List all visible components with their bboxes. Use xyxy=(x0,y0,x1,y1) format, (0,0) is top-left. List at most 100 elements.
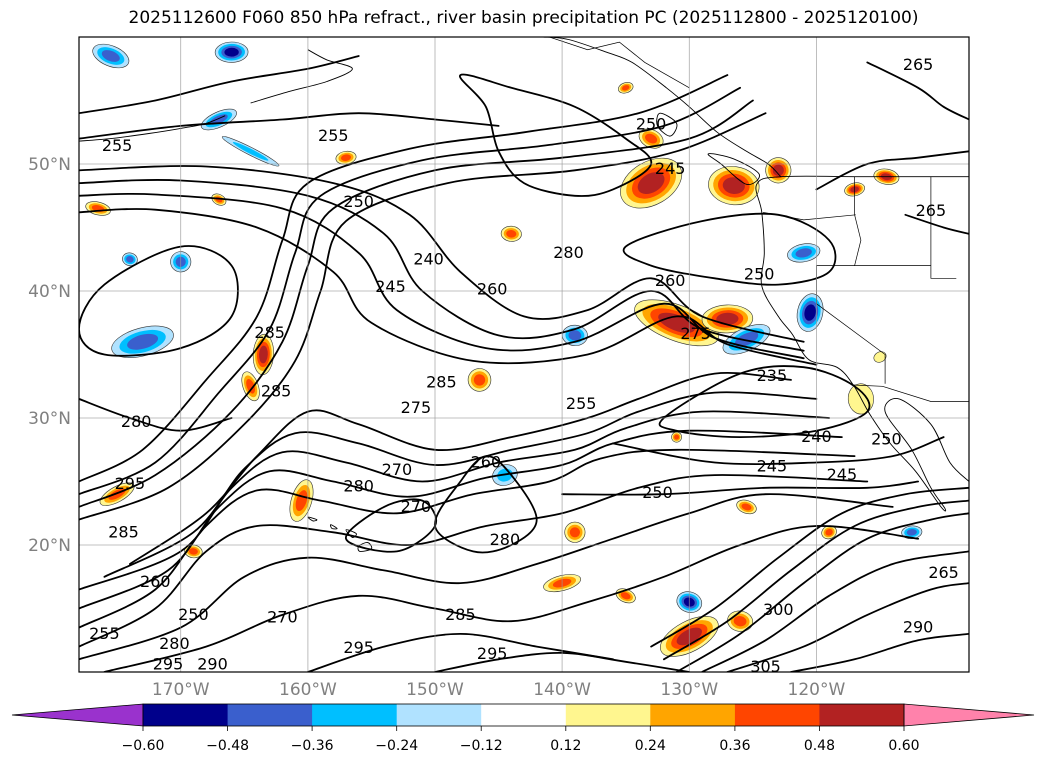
contour-line xyxy=(103,525,919,672)
contour-label: 240 xyxy=(413,249,444,268)
colorbar-segment xyxy=(312,704,398,726)
contour-label: 280 xyxy=(343,477,374,496)
colorbar-tick-label: 0.24 xyxy=(635,738,666,754)
precip-level-shape xyxy=(873,351,887,363)
precip-anomaly-blob xyxy=(821,525,837,540)
colorbar-segment xyxy=(227,704,313,726)
contour-label: 300 xyxy=(763,600,794,619)
precip-level-shape xyxy=(722,177,745,194)
precip-level-shape xyxy=(258,345,268,364)
coastline xyxy=(250,49,353,104)
precip-level-shape xyxy=(620,592,631,600)
contour-label: 260 xyxy=(471,453,502,472)
contour-line xyxy=(307,633,614,672)
latitude-tick-label: 20°N xyxy=(28,536,71,556)
contour-label: 245 xyxy=(827,465,858,484)
contour-label: 285 xyxy=(426,372,457,391)
precip-anomaly-blob xyxy=(214,41,249,63)
precip-anomaly-blob xyxy=(708,166,760,206)
map-title: 2025112600 F060 850 hPa refract., river … xyxy=(128,8,919,28)
colorbar-extend-high xyxy=(903,703,1035,727)
contour-line xyxy=(79,245,239,357)
colorbar: −0.60 −0.48 −0.36 −0.24 −0.12 0.12 0.24 0.36 0.4… xyxy=(11,703,1035,754)
colorbar-segment xyxy=(565,704,651,726)
precip-level-shape xyxy=(733,616,747,627)
contour-label: 305 xyxy=(750,657,781,676)
precip-anomaly-blob xyxy=(500,225,522,242)
contour-line xyxy=(79,112,767,521)
contour-label: 250 xyxy=(178,605,209,624)
contour-label: 285 xyxy=(108,522,139,541)
precip-level-shape xyxy=(569,527,581,538)
precip-level-shape xyxy=(674,434,680,440)
contour-label: 250 xyxy=(642,483,673,502)
colorbar-tick-label: 0.36 xyxy=(719,738,750,754)
longitude-tick-label: 150°W xyxy=(406,680,464,700)
contour-line xyxy=(79,192,805,360)
axis-tick-labels: 170°W 160°W 150°W 140°W 130°W 120°W 50°N 40°N 30… xyxy=(28,155,845,700)
latitude-tick-label: 40°N xyxy=(28,282,71,302)
colorbar-tick-label: −0.24 xyxy=(375,738,418,754)
precip-level-shape xyxy=(825,529,833,536)
precip-anomaly-blob xyxy=(671,431,683,443)
precip-level-shape xyxy=(741,503,752,511)
coastline xyxy=(79,115,226,142)
precip-level-shape xyxy=(473,374,486,386)
precip-level-shape xyxy=(637,172,665,195)
colorbar-segment xyxy=(481,704,567,726)
latitude-tick-label: 30°N xyxy=(28,409,71,429)
coastline xyxy=(755,175,969,512)
precip-anomaly-blob xyxy=(638,128,664,149)
colorbar-tick-label: −0.12 xyxy=(460,738,503,754)
contour-label: 260 xyxy=(477,280,508,299)
contour-label: 290 xyxy=(197,654,228,673)
contour-label: 265 xyxy=(928,563,959,582)
contour-line xyxy=(79,179,805,352)
precip-level-shape xyxy=(101,50,120,62)
precip-anomaly-blob xyxy=(241,371,260,402)
coastline xyxy=(543,37,782,178)
precip-level-shape xyxy=(734,331,759,347)
contour-label: 270 xyxy=(401,497,432,516)
precip-anomaly-blob xyxy=(618,82,634,94)
graticule xyxy=(79,37,969,672)
precip-level-shape xyxy=(795,248,812,258)
contour-line xyxy=(701,550,969,672)
precip-anomaly-blob xyxy=(111,325,174,358)
contour-label: 280 xyxy=(553,243,584,262)
precip-level-shape xyxy=(340,154,352,161)
precipitation-layer xyxy=(85,41,923,657)
contour-label: 280 xyxy=(490,530,521,549)
colorbar-segment xyxy=(734,704,820,726)
longitude-tick-label: 120°W xyxy=(788,680,846,700)
coastline xyxy=(656,112,678,137)
coastline xyxy=(357,542,373,552)
contour-line xyxy=(79,208,818,366)
political-border xyxy=(930,176,957,279)
contour-line xyxy=(658,365,871,438)
coastline xyxy=(329,524,338,530)
colorbar-segment xyxy=(396,704,482,726)
contour-label: 285 xyxy=(261,381,292,400)
contour-line xyxy=(79,99,754,508)
contour-label: 265 xyxy=(903,55,934,74)
precip-anomaly-blob xyxy=(701,304,754,334)
precip-level-shape xyxy=(568,330,582,341)
contour-line xyxy=(459,73,653,197)
contour-line xyxy=(79,74,729,483)
precip-level-shape xyxy=(716,312,739,326)
colorbar-segment xyxy=(819,704,905,726)
political-border xyxy=(762,211,856,221)
contour-label: 285 xyxy=(445,605,476,624)
contour-line xyxy=(675,512,969,672)
contour-label: 255 xyxy=(89,624,120,643)
precip-level-shape xyxy=(126,256,134,263)
map-background xyxy=(79,37,969,672)
precip-anomaly-blob xyxy=(467,368,492,392)
precip-anomaly-blob xyxy=(335,150,357,165)
contour-label: 270 xyxy=(267,607,298,626)
contour-line xyxy=(434,455,538,554)
precip-level-shape xyxy=(246,379,256,394)
colorbar-frame xyxy=(142,703,905,727)
coastline xyxy=(707,153,760,185)
